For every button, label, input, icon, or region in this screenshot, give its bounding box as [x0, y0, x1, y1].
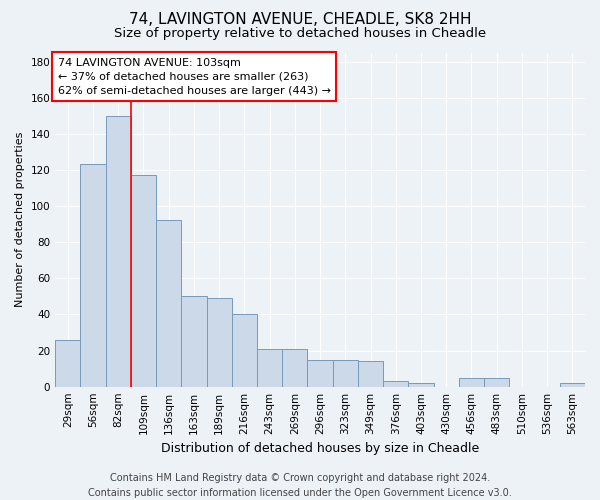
Text: Contains HM Land Registry data © Crown copyright and database right 2024.
Contai: Contains HM Land Registry data © Crown c…: [88, 472, 512, 498]
Text: Size of property relative to detached houses in Cheadle: Size of property relative to detached ho…: [114, 28, 486, 40]
Bar: [55, 340, 80, 386]
Y-axis label: Number of detached properties: Number of detached properties: [15, 132, 25, 308]
Bar: [383, 382, 409, 386]
Bar: [484, 378, 509, 386]
Bar: [156, 220, 181, 386]
Bar: [80, 164, 106, 386]
Bar: [409, 383, 434, 386]
Bar: [332, 360, 358, 386]
Bar: [307, 360, 332, 386]
Bar: [106, 116, 131, 386]
Text: 74, LAVINGTON AVENUE, CHEADLE, SK8 2HH: 74, LAVINGTON AVENUE, CHEADLE, SK8 2HH: [129, 12, 471, 28]
Bar: [282, 348, 307, 387]
Bar: [560, 383, 585, 386]
X-axis label: Distribution of detached houses by size in Cheadle: Distribution of detached houses by size …: [161, 442, 479, 455]
Bar: [459, 378, 484, 386]
Bar: [131, 176, 156, 386]
Bar: [257, 348, 282, 387]
Bar: [206, 298, 232, 386]
Bar: [358, 362, 383, 386]
Bar: [232, 314, 257, 386]
Text: 74 LAVINGTON AVENUE: 103sqm
← 37% of detached houses are smaller (263)
62% of se: 74 LAVINGTON AVENUE: 103sqm ← 37% of det…: [58, 58, 331, 96]
Bar: [181, 296, 206, 386]
